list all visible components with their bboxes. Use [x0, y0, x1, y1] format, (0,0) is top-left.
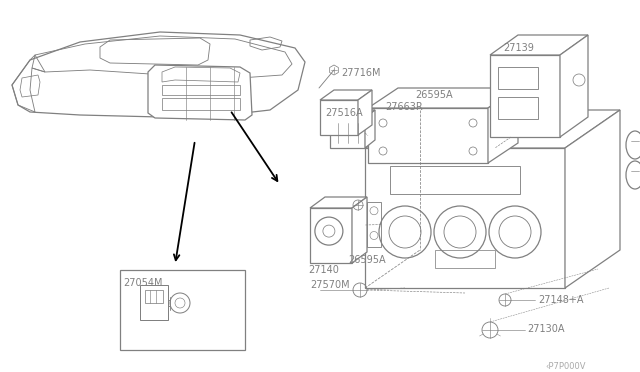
Text: 27148+A: 27148+A [538, 295, 584, 305]
Circle shape [379, 206, 431, 258]
Text: 26595A: 26595A [415, 90, 452, 100]
Polygon shape [560, 35, 588, 137]
Polygon shape [330, 110, 375, 118]
Polygon shape [310, 208, 352, 263]
Bar [435, 250, 495, 268]
Ellipse shape [626, 161, 640, 189]
Polygon shape [310, 197, 367, 208]
Bar [498, 67, 538, 89]
Text: 27663R: 27663R [385, 102, 423, 112]
Polygon shape [12, 32, 305, 118]
Polygon shape [148, 65, 252, 120]
Text: 26595A: 26595A [348, 255, 386, 265]
Polygon shape [490, 55, 560, 137]
Bar [367, 202, 381, 247]
Text: 27516A: 27516A [325, 108, 363, 118]
Polygon shape [365, 110, 375, 148]
Polygon shape [352, 197, 367, 263]
Polygon shape [490, 35, 588, 55]
Polygon shape [365, 110, 620, 148]
Polygon shape [358, 90, 372, 135]
Text: ‹P7P000V: ‹P7P000V [545, 362, 586, 371]
Text: 27139: 27139 [503, 43, 534, 53]
Polygon shape [330, 118, 365, 148]
Bar [390, 166, 520, 194]
Polygon shape [368, 88, 518, 108]
Text: 27054M: 27054M [123, 278, 163, 288]
Polygon shape [565, 110, 620, 288]
Polygon shape [320, 90, 372, 100]
Text: 27130A: 27130A [527, 324, 564, 334]
Ellipse shape [626, 131, 640, 159]
Polygon shape [320, 100, 358, 135]
Polygon shape [365, 148, 565, 288]
Bar [120, 270, 245, 350]
Polygon shape [488, 88, 518, 163]
Text: 27716M: 27716M [341, 68, 381, 78]
Text: 27570M: 27570M [310, 280, 349, 290]
Circle shape [434, 206, 486, 258]
Bar [498, 97, 538, 119]
Polygon shape [368, 108, 488, 163]
Circle shape [489, 206, 541, 258]
Text: 27140: 27140 [308, 265, 339, 275]
